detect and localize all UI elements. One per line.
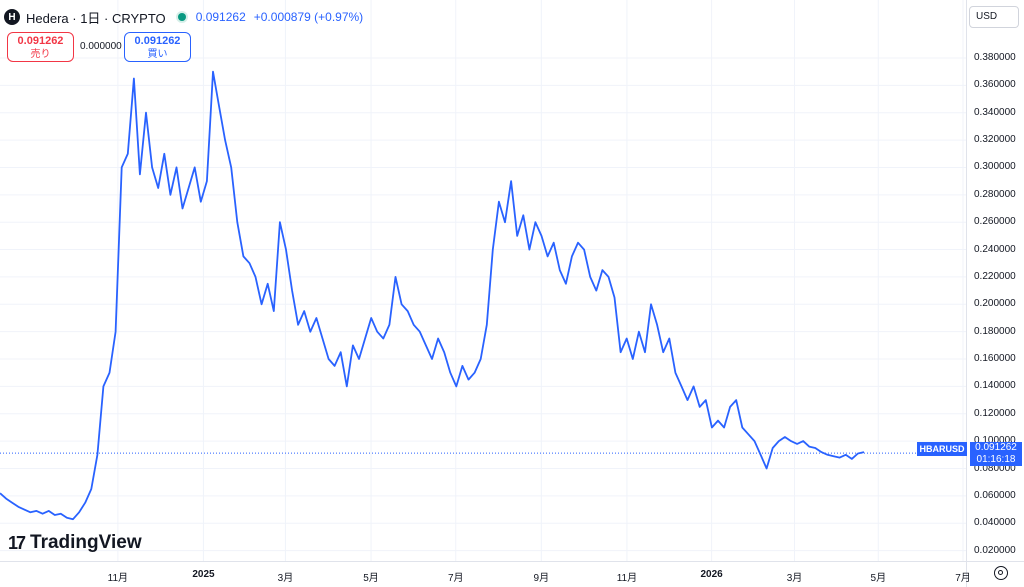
last-price-value: 0.091262 xyxy=(975,442,1017,453)
y-tick-label: 0.120000 xyxy=(974,407,1016,419)
sell-button[interactable]: 0.091262 売り xyxy=(7,32,74,62)
x-tick-label: 9月 xyxy=(533,573,550,584)
y-tick-label: 0.200000 xyxy=(974,298,1016,310)
y-tick-label: 0.360000 xyxy=(974,79,1016,91)
time-axis-divider xyxy=(0,561,1024,562)
tradingview-logo[interactable]: 17 TradingView xyxy=(8,532,142,554)
x-tick-label: 11月 xyxy=(107,573,129,584)
last-price-tag: 0.091262 01:16:18 xyxy=(970,442,1022,466)
bar-countdown: 01:16:18 xyxy=(976,454,1016,465)
spread-value: 0.000000 xyxy=(80,41,122,52)
buy-button[interactable]: 0.091262 買い xyxy=(124,32,191,62)
settings-gear-icon[interactable] xyxy=(994,566,1008,580)
x-tick-label: 11月 xyxy=(616,573,638,584)
y-tick-label: 0.060000 xyxy=(974,489,1016,501)
x-tick-label: 5月 xyxy=(363,573,379,584)
x-tick-label: 3月 xyxy=(786,573,803,584)
sell-price: 0.091262 xyxy=(17,35,64,47)
y-tick-label: 0.380000 xyxy=(974,51,1016,63)
x-tick-label: 5月 xyxy=(870,573,887,584)
buy-label: 買い xyxy=(147,49,168,60)
buy-price: 0.091262 xyxy=(134,35,181,47)
market-status-icon xyxy=(177,13,186,21)
y-tick-label: 0.320000 xyxy=(974,134,1016,146)
y-tick-label: 0.300000 xyxy=(974,161,1016,173)
y-tick-label: 0.240000 xyxy=(974,243,1016,255)
tradingview-logo-icon: 17 xyxy=(8,532,26,553)
y-tick-label: 0.020000 xyxy=(974,544,1016,556)
sell-label: 売り xyxy=(30,49,51,60)
y-tick-label: 0.220000 xyxy=(974,270,1016,282)
header-price: 0.091262 xyxy=(195,10,246,24)
y-tick-label: 0.340000 xyxy=(974,106,1016,118)
x-tick-label: 2025 xyxy=(192,569,215,580)
y-tick-label: 0.080000 xyxy=(974,462,1016,474)
y-tick-label: 0.140000 xyxy=(974,380,1016,392)
currency-selector[interactable]: USD xyxy=(969,6,1019,28)
symbol-title[interactable]: Hedera · 1日 · CRYPTO xyxy=(26,10,166,26)
x-tick-label: 2026 xyxy=(700,569,723,580)
price-series-line xyxy=(0,70,865,521)
y-tick-label: 0.040000 xyxy=(974,517,1016,529)
tradingview-wordmark: TradingView xyxy=(30,532,142,553)
y-tick-label: 0.100000 xyxy=(974,435,1016,447)
hedera-logo-icon: H xyxy=(4,9,20,25)
x-tick-label: 3月 xyxy=(277,573,294,584)
y-tick-label: 0.160000 xyxy=(974,353,1016,365)
y-tick-label: 0.280000 xyxy=(974,188,1016,200)
x-tick-label: 7月 xyxy=(447,573,464,584)
header-change: +0.000879 (+0.97%) xyxy=(253,10,364,24)
y-tick-label: 0.260000 xyxy=(974,216,1016,228)
symbol-price-tag: HBARUSD xyxy=(917,442,967,456)
y-tick-label: 0.180000 xyxy=(974,325,1016,337)
chart-header: H Hedera · 1日 · CRYPTO 0.091262 +0.00087… xyxy=(4,6,363,28)
x-tick-label: 7月 xyxy=(955,573,971,584)
